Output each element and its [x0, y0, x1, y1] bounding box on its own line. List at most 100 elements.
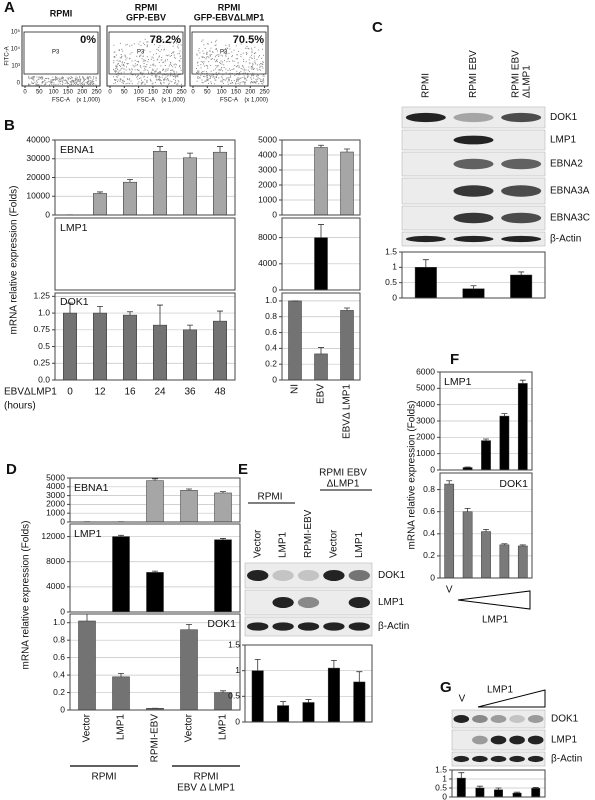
- bar: [251, 670, 264, 723]
- event-dot: [214, 76, 216, 78]
- event-dot: [161, 59, 163, 61]
- event-dot: [127, 79, 129, 80]
- event-dot: [60, 79, 62, 81]
- event-dot: [219, 62, 221, 63]
- event-dot: [121, 67, 123, 69]
- group-label: EBV Δ LMP1: [177, 783, 235, 794]
- event-dot: [251, 66, 252, 67]
- event-dot: [216, 48, 218, 50]
- blot-band: [472, 755, 488, 763]
- event-dot: [156, 41, 158, 43]
- event-dot: [212, 76, 214, 78]
- blot-row-label: EBNA3C: [550, 213, 590, 224]
- event-dot: [263, 79, 265, 81]
- event-dot: [116, 59, 118, 61]
- event-dot: [173, 54, 175, 56]
- bar: [213, 320, 227, 381]
- event-dot: [199, 77, 201, 79]
- event-dot: [131, 69, 133, 71]
- event-dot: [170, 72, 172, 74]
- lane-label: RPMI: [420, 73, 431, 98]
- event-dot: [117, 68, 118, 70]
- event-dot: [255, 82, 257, 84]
- event-dot: [206, 75, 208, 76]
- y-tick-label: 0: [272, 284, 277, 294]
- event-dot: [115, 65, 117, 67]
- event-dot: [219, 69, 221, 70]
- event-dot: [232, 82, 234, 84]
- panel-label: A: [4, 0, 15, 16]
- event-dot: [147, 61, 149, 63]
- event-dot: [50, 81, 52, 83]
- event-dot: [69, 78, 71, 80]
- plot-title: RPMI: [50, 8, 73, 18]
- event-dot: [31, 81, 33, 83]
- event-dot: [227, 81, 229, 83]
- event-dot: [246, 79, 248, 81]
- event-dot: [209, 55, 211, 57]
- event-dot: [255, 63, 257, 65]
- x-tick-label: 50: [121, 90, 128, 96]
- event-dot: [172, 75, 174, 77]
- event-dot: [150, 80, 152, 82]
- event-dot: [262, 61, 264, 63]
- event-dot: [52, 79, 54, 81]
- event-dot: [53, 84, 55, 85]
- event-dot: [196, 53, 198, 55]
- event-dot: [157, 58, 159, 60]
- error-bar: [532, 787, 539, 789]
- x-tick-label: 100: [49, 90, 60, 96]
- event-dot: [202, 56, 204, 58]
- event-dot: [255, 78, 257, 80]
- event-dot: [219, 70, 221, 71]
- event-dot: [204, 76, 206, 78]
- event-dot: [126, 66, 127, 68]
- event-dot: [51, 79, 53, 81]
- blot-band: [490, 715, 507, 723]
- event-dot: [197, 62, 198, 64]
- y-tick-label: 30000: [26, 153, 50, 163]
- event-dot: [28, 83, 30, 85]
- event-dot: [48, 80, 50, 82]
- event-dot: [151, 56, 153, 58]
- event-dot: [237, 58, 238, 60]
- event-dot: [173, 64, 175, 66]
- bar: [481, 531, 491, 579]
- chart-title: LMP1: [74, 528, 102, 540]
- event-dot: [261, 82, 263, 84]
- event-dot: [114, 51, 116, 53]
- event-dot: [179, 60, 181, 62]
- event-dot: [227, 77, 229, 79]
- event-dot: [246, 47, 248, 49]
- event-dot: [88, 76, 90, 78]
- event-dot: [208, 78, 210, 80]
- event-dot: [207, 79, 209, 81]
- bar: [327, 667, 340, 723]
- event-dot: [177, 44, 179, 46]
- event-dot: [235, 45, 237, 47]
- error-bar: [280, 701, 287, 706]
- event-dot: [233, 68, 235, 70]
- event-dot: [224, 79, 226, 81]
- event-dot: [179, 52, 180, 54]
- x-tick-label: LMP1: [218, 714, 229, 741]
- event-dot: [252, 64, 254, 66]
- event-dot: [158, 75, 160, 77]
- event-dot: [113, 60, 115, 62]
- event-dot: [263, 75, 265, 77]
- event-dot: [119, 69, 121, 71]
- event-dot: [153, 60, 155, 62]
- event-dot: [214, 79, 216, 81]
- event-dot: [205, 70, 207, 72]
- event-dot: [33, 79, 35, 81]
- event-dot: [115, 66, 117, 68]
- event-dot: [235, 66, 237, 68]
- event-dot: [169, 75, 171, 77]
- bar: [302, 702, 315, 723]
- event-dot: [175, 76, 177, 78]
- event-dot: [240, 68, 242, 69]
- y-tick-label: 0: [392, 292, 397, 302]
- plot-frame: [439, 472, 533, 579]
- event-dot: [210, 75, 212, 77]
- event-dot: [152, 57, 154, 59]
